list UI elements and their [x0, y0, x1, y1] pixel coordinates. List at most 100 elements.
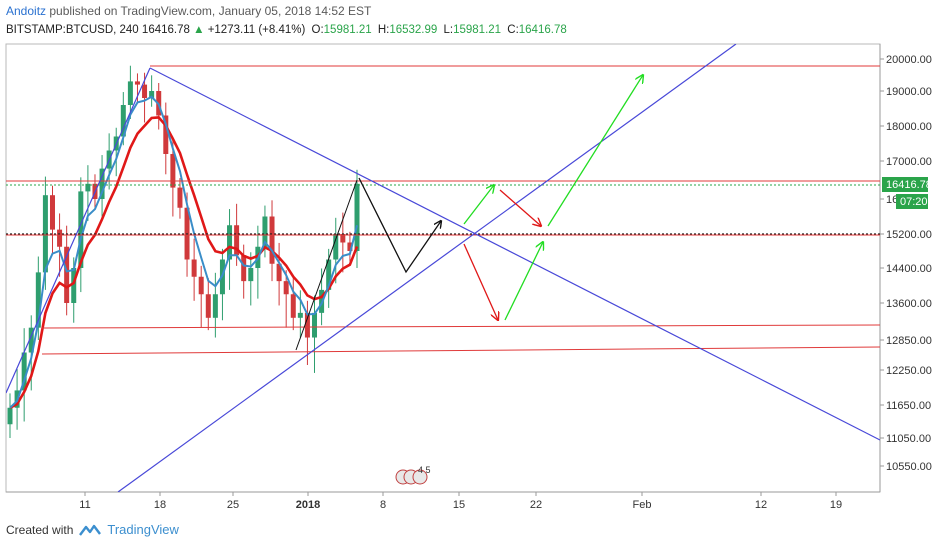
candle: [78, 191, 84, 268]
time-tick-label: 18: [154, 499, 166, 511]
candle: [248, 268, 254, 282]
support-line-lower: [41, 324, 880, 329]
price-tick-label: 20000.00: [886, 54, 932, 66]
event-count-label: 4 5: [418, 465, 431, 475]
up-arrow-icon: ▲: [193, 24, 205, 36]
high-value: 16532.99: [389, 24, 438, 36]
green-arrow-1: [463, 185, 494, 225]
time-tick-label: 15: [453, 499, 465, 511]
price-tick-label: 12250.00: [886, 365, 932, 377]
price-tick-label: 15200.00: [886, 229, 932, 241]
candle: [354, 183, 360, 251]
candle: [262, 216, 268, 247]
last-price-label: 16416.78: [886, 179, 932, 191]
price-tick-label: 13600.00: [886, 298, 932, 310]
symbol-legend: BITSTAMP:BTCUSD, 240 16416.78 ▲ +1273.11…: [6, 24, 567, 36]
candle: [42, 195, 48, 273]
trendlines: [6, 44, 880, 492]
support-line-bottom: [41, 346, 880, 355]
close-value: 16416.78: [518, 24, 567, 36]
descending-trendline[interactable]: [149, 67, 880, 441]
candle: [120, 105, 126, 137]
price-tick-label: 14400.00: [886, 263, 932, 275]
price-tick-label: 12850.00: [886, 335, 932, 347]
red-arrow-2: [463, 243, 498, 320]
created-with-label: Created with: [6, 522, 74, 537]
open-label: O:: [311, 24, 324, 36]
candle: [21, 352, 27, 391]
last-value: 16416.78: [141, 24, 190, 36]
candle: [127, 81, 133, 105]
price-tick-label: 17000.00: [886, 156, 932, 168]
candle: [191, 259, 197, 277]
event-badges[interactable]: 4 5: [395, 465, 431, 485]
candle: [227, 225, 233, 260]
candle: [290, 294, 296, 318]
footer: Created with TradingView: [6, 522, 179, 537]
candle: [35, 272, 41, 328]
time-tick-label: 19: [830, 499, 842, 511]
candle: [347, 242, 353, 251]
low-label: L:: [443, 24, 454, 36]
moving-averages: [9, 95, 359, 409]
candle: [212, 294, 218, 318]
time-axis[interactable]: 11 18 25 2018 8 15 22 Feb 12 19: [79, 492, 842, 511]
candle: [170, 154, 176, 188]
red-arrow-1: [499, 189, 541, 226]
candle: [340, 234, 346, 243]
candles: [7, 65, 360, 438]
candle: [163, 115, 169, 154]
candle: [304, 312, 310, 338]
time-tick-label: 2018: [296, 499, 320, 511]
green-arrow-3: [547, 75, 643, 227]
candle: [205, 294, 211, 318]
countdown-label: 07:20: [900, 196, 928, 208]
high-label: H:: [377, 24, 390, 36]
candle: [49, 195, 55, 230]
publish-info: Andoitz published on TradingView.com, Ja…: [6, 4, 371, 18]
author-link[interactable]: Andoitz: [6, 4, 47, 18]
candle: [276, 263, 282, 282]
price-tick-label: 11650.00: [886, 400, 931, 412]
candle: [234, 225, 240, 256]
candle: [7, 407, 13, 425]
price-tick-label: 10550.00: [886, 461, 932, 473]
candle: [333, 234, 339, 260]
candle: [326, 259, 332, 290]
green-arrow-2: [504, 242, 543, 321]
price-tick-label: 19000.00: [886, 86, 932, 98]
price-axis[interactable]: 20000.00 19000.00 18000.00 17000.00 16 15200.…: [880, 54, 932, 473]
candle: [71, 268, 77, 303]
candle: [198, 276, 204, 295]
candle: [149, 91, 155, 98]
plot-area[interactable]: [5, 43, 881, 493]
open-value: 15981.21: [323, 24, 372, 36]
candle: [142, 84, 148, 98]
last-price-tag: 16416.78 07:20: [882, 177, 932, 209]
symbol-label[interactable]: BITSTAMP:BTCUSD, 240: [6, 24, 139, 36]
time-tick-label: 11: [79, 499, 90, 511]
candle: [297, 312, 303, 318]
price-tick-label: 11050.00: [886, 433, 931, 445]
ema-fast-line: [9, 95, 358, 409]
candle: [99, 168, 105, 199]
early-ascending-trendline[interactable]: [6, 67, 151, 394]
tradingview-logo-icon[interactable]: [79, 523, 102, 537]
candle: [28, 327, 34, 353]
time-tick-label: 8: [380, 499, 386, 511]
tradingview-brand-link[interactable]: TradingView: [107, 522, 179, 537]
pivot-trendline[interactable]: [295, 179, 358, 351]
flag-icon[interactable]: [412, 469, 428, 485]
ascending-trendline[interactable]: [117, 44, 737, 492]
candle: [312, 312, 318, 338]
forecast-arrows: [358, 75, 643, 321]
price-levels: [6, 65, 880, 355]
candle: [64, 246, 70, 303]
publish-text: published on TradingView.com, January 05…: [49, 4, 372, 18]
change-value: +1273.11 (+8.41%): [207, 24, 306, 36]
candle: [85, 183, 91, 192]
time-tick-label: 25: [227, 499, 239, 511]
low-value: 15981.21: [453, 24, 502, 36]
black-path-arrow: [358, 177, 441, 274]
